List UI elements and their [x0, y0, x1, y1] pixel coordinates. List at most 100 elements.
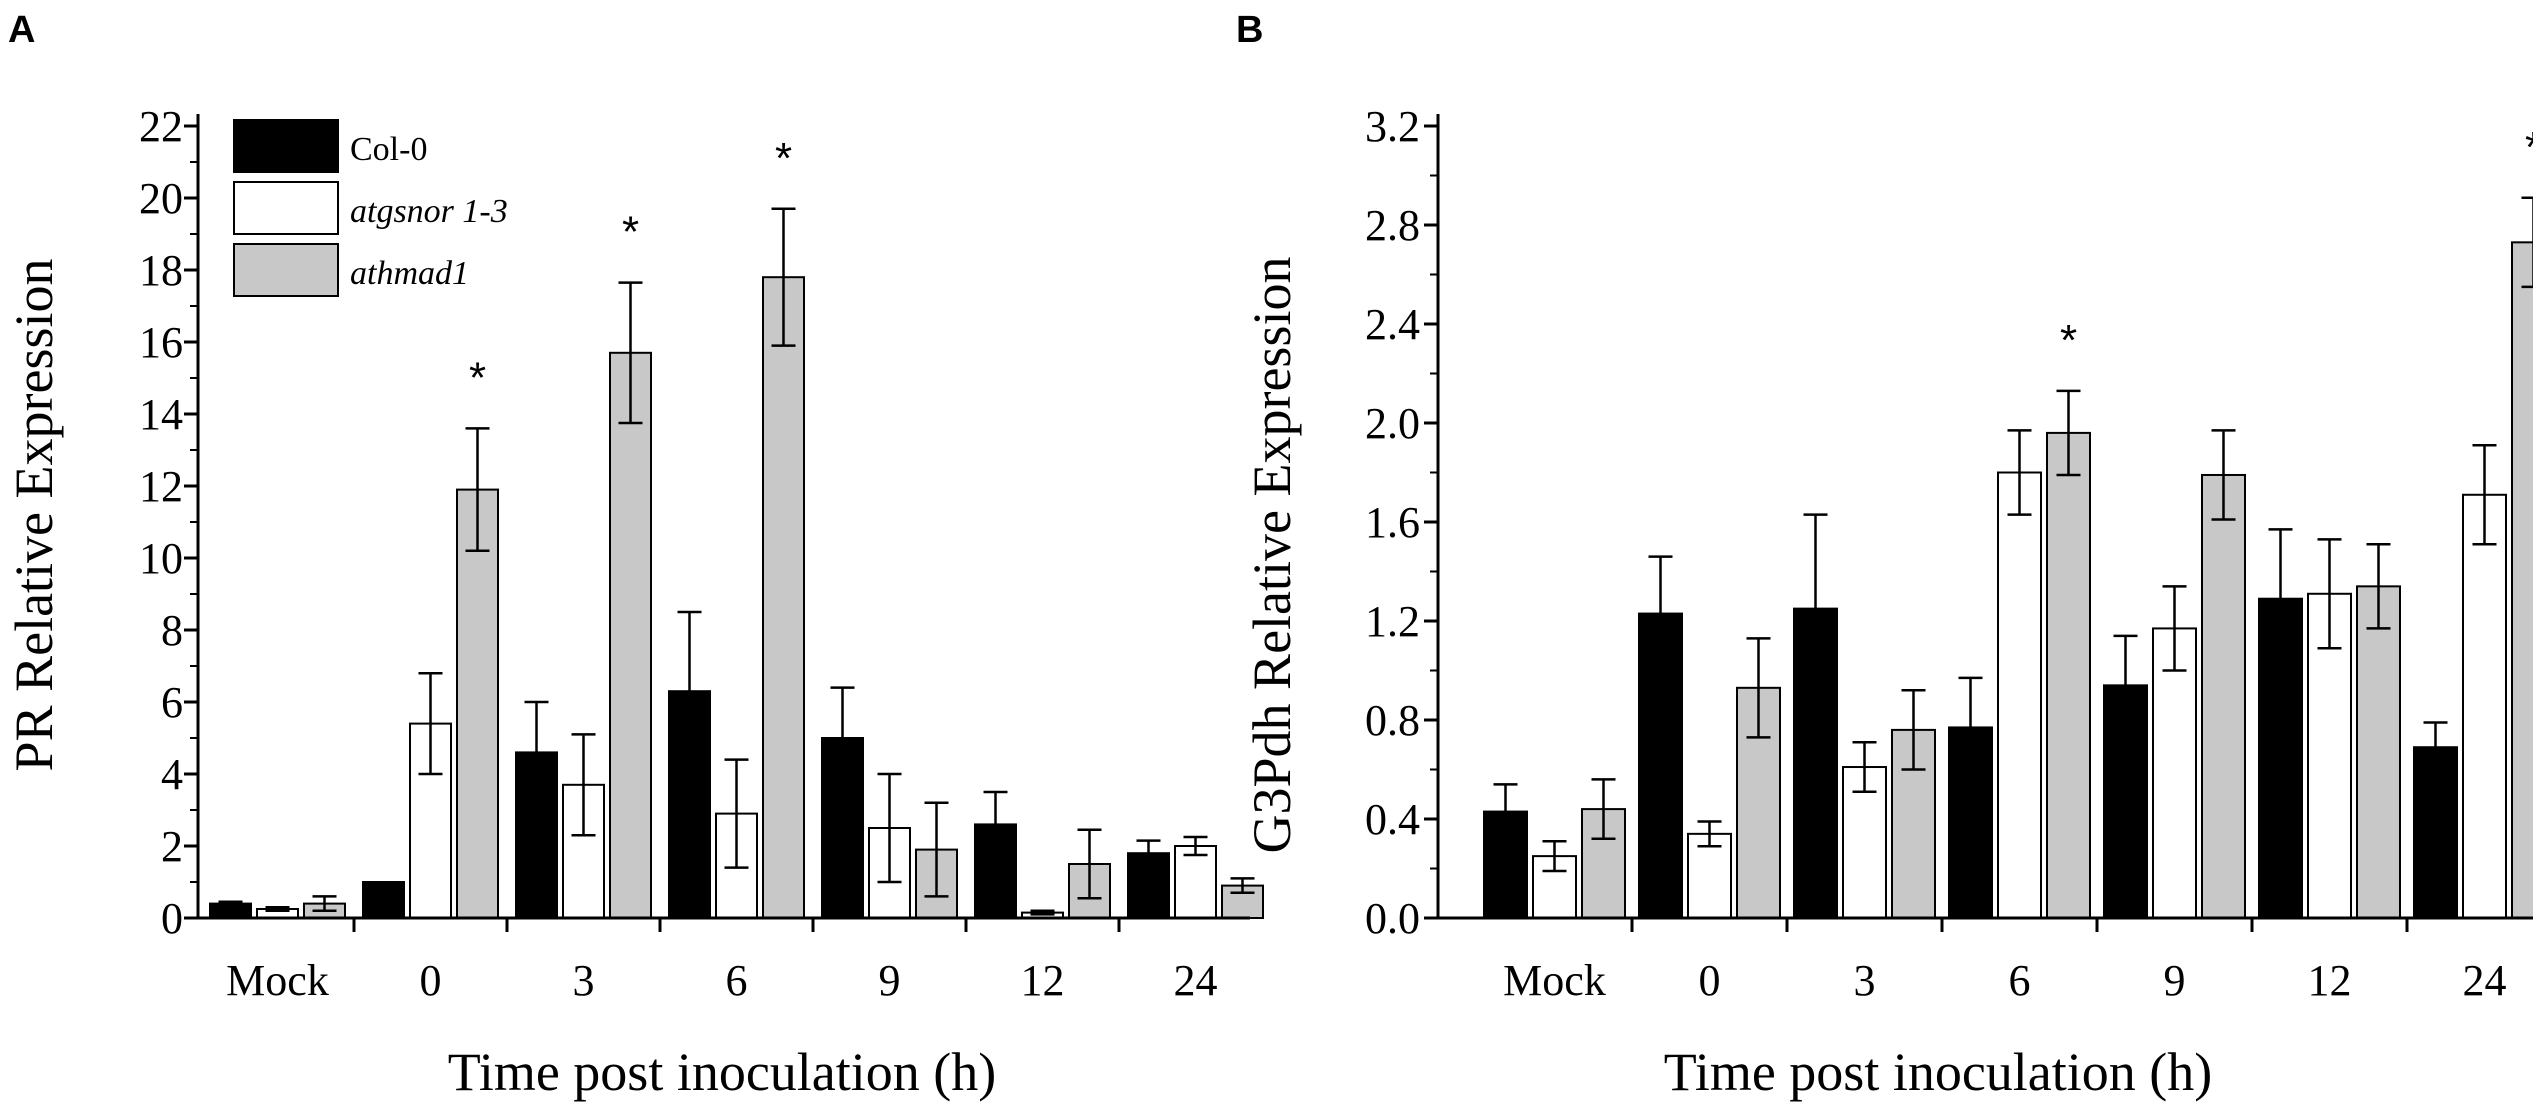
y-tick-label-a-3: 6 [161, 678, 183, 727]
x-tick-label-a-6: 6 [726, 956, 748, 1005]
legend-swatch-athmad1 [233, 243, 339, 297]
error-bar-a-athmad1-3 [618, 281, 643, 425]
y-tick-label-a-4: 8 [161, 606, 183, 655]
y-tick-label-b-4: 1.6 [1365, 498, 1420, 547]
error-bar-a-atgsnor-1-3-3 [571, 733, 596, 837]
panel-b-letter: B [1236, 9, 1263, 51]
x-tick-label-b-0: 0 [1699, 956, 1721, 1005]
panel-b-significance-marks: ** [2060, 123, 2533, 365]
bar-a-atgsnor-1-3-24 [1174, 845, 1217, 919]
bar-b-atgsnor-1-3-9 [2152, 627, 2197, 919]
significance-star-a-0: * [469, 353, 486, 402]
significance-star-b-6: * [2060, 316, 2077, 365]
error-bar-b-col-0-3 [1803, 513, 1828, 704]
error-bar-b-athmad1-9 [2211, 429, 2236, 521]
y-tick-label-b-8: 3.2 [1365, 102, 1420, 151]
bar-b-athmad1-6 [2046, 431, 2091, 919]
bar-a-athmad1-3 [609, 351, 652, 919]
bar-b-athmad1-12 [2356, 585, 2401, 919]
error-bar-b-atgsnor-1-3-12 [2317, 538, 2342, 650]
error-bar-b-atgsnor-1-3-Mock [1542, 840, 1567, 873]
error-bar-a-atgsnor-1-3-6 [724, 758, 749, 869]
panel-a-letter: A [8, 9, 35, 51]
error-bar-b-atgsnor-1-3-0 [1697, 820, 1722, 848]
error-bar-b-athmad1-3 [1901, 689, 1926, 771]
y-tick-label-a-0: 0 [161, 894, 183, 943]
y-tick-label-b-5: 2.0 [1365, 399, 1420, 448]
y-tick-label-b-3: 1.2 [1365, 597, 1420, 646]
legend-swatch-atgsnor [233, 181, 339, 235]
legend-label-athmad1: athmad1 [350, 255, 469, 292]
y-tick-label-a-1: 2 [161, 822, 183, 871]
error-bar-a-col-0-3 [524, 700, 549, 805]
error-bar-a-atgsnor-1-3-9 [877, 772, 902, 884]
legend-swatch-col-0 [233, 119, 339, 173]
y-tick-label-a-6: 12 [139, 462, 183, 511]
bar-a-col-0-0 [362, 881, 405, 919]
panel-a-significance-marks: * * * [469, 134, 792, 403]
error-bar-a-col-0-6 [677, 610, 702, 772]
y-tick-label-a-7: 14 [139, 390, 183, 439]
bar-b-atgsnor-1-3-6 [1997, 471, 2042, 919]
error-bar-b-atgsnor-1-3-6 [2007, 429, 2032, 516]
y-tick-label-a-9: 18 [139, 246, 183, 295]
y-tick-label-a-11: 22 [139, 102, 183, 151]
error-bar-b-athmad1-Mock [1591, 778, 1616, 841]
panel-a-axes [196, 114, 1250, 932]
panel-b-x-axis-title: Time post inoculation (h) [1664, 1042, 2213, 1102]
error-bar-b-col-0-Mock [1493, 783, 1518, 841]
significance-star-b-24: * [2525, 123, 2533, 172]
y-tick-label-b-1: 0.4 [1365, 795, 1420, 844]
panel-a-y-ticks: 0 2 4 6 8 10 12 14 16 18 20 22 [139, 102, 198, 943]
error-bar-b-atgsnor-1-3-3 [1852, 741, 1877, 794]
panel-b: B ** 0.00.40.81.21.62.02.42.83.2 Mock036… [1236, 9, 2533, 1102]
error-bar-a-col-0-24 [1136, 839, 1161, 868]
error-bar-a-atgsnor-1-3-24 [1183, 835, 1208, 857]
y-tick-label-a-2: 4 [161, 750, 183, 799]
panel-a-legend: Col-0 atgsnor 1-3 athmad1 [233, 119, 508, 297]
y-tick-label-b-0: 0.0 [1365, 894, 1420, 943]
error-bar-a-athmad1-6 [771, 207, 796, 347]
panel-b-error-bars [1493, 196, 2533, 873]
error-bar-b-col-0-12 [2268, 528, 2293, 670]
x-tick-label-a-12: 12 [1021, 956, 1065, 1005]
x-tick-label-b-24: 24 [2463, 956, 2507, 1005]
x-tick-label-a-0: 0 [420, 956, 442, 1005]
y-tick-label-a-10: 20 [139, 174, 183, 223]
error-bar-b-athmad1-0 [1746, 637, 1771, 739]
panel-a-error-bars [218, 207, 1255, 916]
error-bar-b-athmad1-6 [2056, 389, 2081, 477]
error-bar-a-atgsnor-1-3-Mock [265, 905, 290, 913]
x-tick-label-b-6: 6 [2009, 956, 2031, 1005]
x-tick-label-b-12: 12 [2308, 956, 2352, 1005]
error-bar-a-col-0-Mock [218, 900, 243, 907]
error-bar-b-col-0-0 [1648, 555, 1673, 672]
error-bar-b-atgsnor-1-3-24 [2472, 444, 2497, 546]
y-tick-label-b-6: 2.4 [1365, 300, 1420, 349]
x-tick-label-a-24: 24 [1174, 956, 1218, 1005]
panel-b-x-tick-labels: Mock 0 3 6 9 12 24 [1503, 956, 2506, 1005]
panel-b-y-ticks: 0.0 0.4 0.8 1.2 1.6 2.0 2.4 2.8 3.2 [1365, 102, 1438, 943]
error-bar-a-col-0-12 [983, 790, 1008, 859]
error-bar-a-athmad1-0 [465, 427, 490, 553]
x-tick-label-b-Mock: Mock [1503, 956, 1606, 1005]
panel-b-axes [1436, 114, 2533, 932]
error-bar-a-col-0-9 [830, 686, 855, 790]
x-tick-label-a-Mock: Mock [226, 956, 329, 1005]
bar-b-athmad1-9 [2201, 473, 2246, 919]
panel-b-bars [1483, 241, 2533, 920]
legend-label-col-0: Col-0 [350, 131, 427, 168]
bar-a-athmad1-6 [762, 276, 805, 919]
panel-a-y-axis-title: PR Relative Expression [4, 259, 64, 772]
error-bar-a-athmad1-24 [1230, 877, 1255, 895]
legend-label-atgsnor: atgsnor 1-3 [350, 193, 508, 230]
y-tick-label-b-2: 0.8 [1365, 696, 1420, 745]
error-bar-b-atgsnor-1-3-9 [2162, 585, 2187, 672]
panel-b-y-axis-title: G3Pdh Relative Expression [1242, 257, 1302, 854]
error-bar-b-athmad1-24 [2521, 196, 2533, 289]
panel-a-x-axis-title: Time post inoculation (h) [448, 1042, 997, 1102]
bar-b-athmad1-24 [2511, 241, 2533, 919]
